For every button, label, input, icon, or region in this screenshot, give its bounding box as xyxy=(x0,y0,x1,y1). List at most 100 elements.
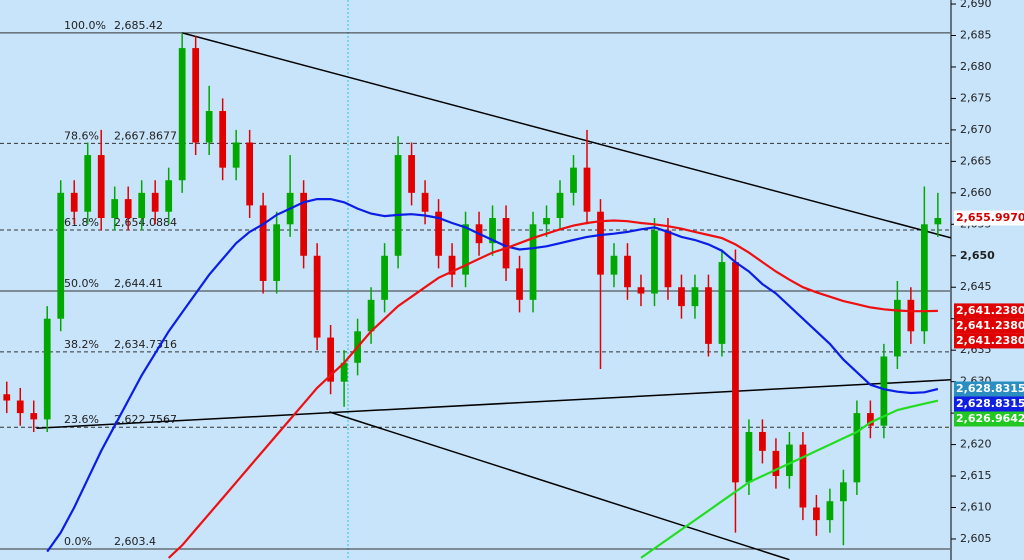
fib-percent: 50.0% xyxy=(64,277,99,290)
y-tick-label: 2,690 xyxy=(960,0,992,10)
candle-body xyxy=(934,218,942,225)
candle-body xyxy=(327,337,334,382)
y-tick-label: 2,650 xyxy=(960,249,995,262)
candle-body xyxy=(259,205,267,281)
y-tick-label: 2,620 xyxy=(960,438,992,451)
price-tag xyxy=(954,303,1024,319)
candle-body xyxy=(448,255,456,275)
y-tick-label: 2,680 xyxy=(960,60,992,73)
y-tick-label: 2,685 xyxy=(960,28,992,41)
candle-body xyxy=(610,255,618,275)
y-tick-label: 2,660 xyxy=(960,186,992,199)
candle-body xyxy=(772,450,780,477)
trend-line xyxy=(36,379,952,429)
fib-value: 2,654.0884 xyxy=(114,216,177,229)
price-tag-label: 2,641.2380 xyxy=(956,304,1024,317)
candle-body xyxy=(651,230,658,294)
price-tag-label: 2,628.8315 xyxy=(956,382,1024,395)
candle-body xyxy=(124,199,132,219)
price-tag-label: 2,641.2380 xyxy=(956,319,1024,332)
candle-body xyxy=(232,142,240,168)
trend-line xyxy=(181,32,952,239)
candle-body xyxy=(664,230,672,288)
price-tag xyxy=(954,396,1024,412)
fib-percent: 38.2% xyxy=(64,338,99,351)
fib-value: 2,685.42 xyxy=(114,19,163,32)
y-tick-label: 2,665 xyxy=(960,154,992,167)
candle-body xyxy=(462,224,469,275)
fib-value: 2,644.41 xyxy=(114,277,163,290)
candle-body xyxy=(799,444,807,508)
moving-average xyxy=(46,198,939,553)
candle-body xyxy=(516,268,523,300)
candle-body xyxy=(340,362,348,382)
candle-body xyxy=(826,501,834,521)
fib-value: 2,634.7316 xyxy=(114,338,177,351)
candle-body xyxy=(138,192,146,219)
candle-body xyxy=(97,155,105,219)
candle-body xyxy=(84,155,92,212)
y-tick-label: 2,615 xyxy=(960,469,992,482)
candle-body xyxy=(543,218,550,225)
candle-body xyxy=(678,287,685,307)
candle-body xyxy=(178,48,186,181)
price-tag xyxy=(954,411,1024,427)
y-tick-label: 2,645 xyxy=(960,280,992,293)
fib-percent: 23.6% xyxy=(64,413,99,426)
price-tag xyxy=(954,333,1024,349)
y-tick-label: 2,605 xyxy=(960,532,992,545)
candle-body xyxy=(151,192,159,212)
trend-line xyxy=(329,411,790,560)
fib-percent: 0.0% xyxy=(64,535,92,548)
candle-body xyxy=(165,180,173,212)
candle-body xyxy=(718,262,726,344)
candle-body xyxy=(880,356,888,426)
price-tag-label: 2,641.2380 xyxy=(956,334,1024,347)
candle-body xyxy=(732,262,739,483)
candle-body xyxy=(435,211,442,256)
candle-body xyxy=(367,299,375,332)
candle-body xyxy=(57,192,65,319)
candle-body xyxy=(691,287,699,307)
candle-body xyxy=(30,413,38,420)
price-tag-label: 2,655.9970 xyxy=(956,211,1024,224)
candle-body xyxy=(394,155,402,256)
candle-body xyxy=(853,413,861,483)
candle-body xyxy=(624,255,631,288)
candle-body xyxy=(867,413,874,426)
y-tick-label: 2,610 xyxy=(960,501,992,514)
price-tag-label: 2,626.9642 xyxy=(956,412,1024,425)
candle-body xyxy=(16,400,24,414)
candle-body xyxy=(273,224,281,281)
candle-body xyxy=(3,394,11,401)
moving-average xyxy=(640,399,939,559)
candle-body xyxy=(489,218,496,244)
candle-body xyxy=(583,167,591,212)
price-tag xyxy=(954,381,1024,397)
candle-body xyxy=(920,224,928,332)
fib-percent: 61.8% xyxy=(64,216,99,229)
candle-body xyxy=(597,211,604,275)
candle-body xyxy=(205,111,213,143)
candle-body xyxy=(192,48,200,143)
candle-body xyxy=(570,167,577,193)
candle-body xyxy=(43,318,51,420)
candle-body xyxy=(111,199,119,219)
y-tick-label: 2,670 xyxy=(960,123,992,136)
fib-percent: 100.0% xyxy=(64,19,106,32)
candle-body xyxy=(637,287,645,294)
candle-body xyxy=(705,287,712,344)
candle-body xyxy=(502,218,510,269)
candle-body xyxy=(786,444,793,477)
fib-value: 2,667.8677 xyxy=(114,129,177,142)
candle-body xyxy=(300,192,307,256)
candle-body xyxy=(70,192,78,212)
candle-body xyxy=(421,192,429,212)
y-tick-label: 2,675 xyxy=(960,91,992,104)
candle-body xyxy=(529,224,537,300)
candle-body xyxy=(381,255,388,300)
candle-body xyxy=(759,431,766,451)
fib-percent: 78.6% xyxy=(64,129,99,142)
fib-value: 2,603.4 xyxy=(114,535,156,548)
